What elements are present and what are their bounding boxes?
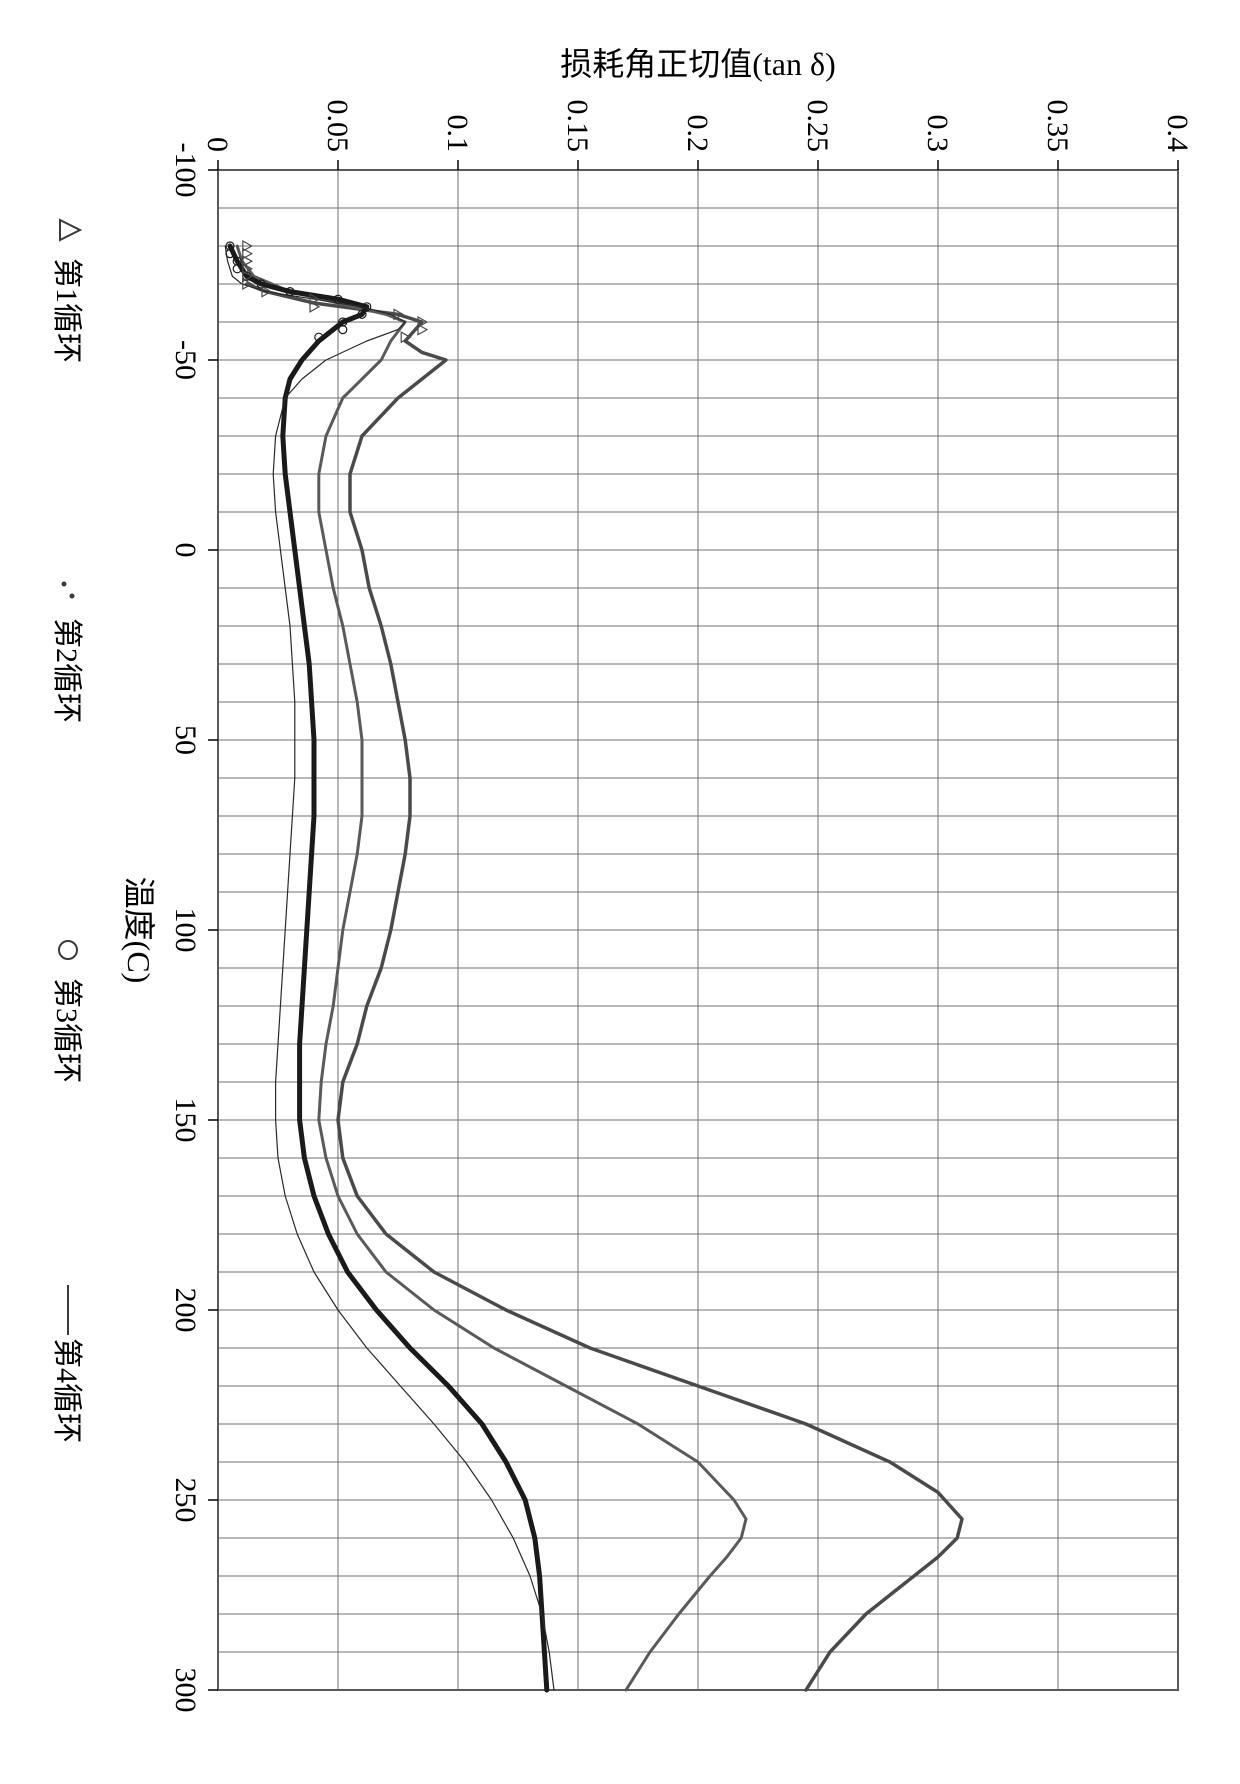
svg-text:0.35: 0.35 xyxy=(1041,100,1074,153)
svg-text:0.05: 0.05 xyxy=(321,100,354,153)
legend-label: 第4循环 xyxy=(50,1338,83,1443)
svg-text:0.2: 0.2 xyxy=(681,115,714,153)
x-axis-label: 温度(C) xyxy=(121,877,157,984)
svg-text:0.25: 0.25 xyxy=(801,100,834,153)
legend-label: 第3循环 xyxy=(50,978,83,1083)
svg-text:50: 50 xyxy=(169,725,202,755)
svg-text:0.3: 0.3 xyxy=(921,115,954,153)
y-axis-label: 损耗角正切值(tan δ) xyxy=(560,46,836,82)
svg-text:0.15: 0.15 xyxy=(561,100,594,153)
svg-text:0: 0 xyxy=(201,137,234,152)
svg-text:250: 250 xyxy=(169,1478,202,1523)
legend-marker-circle xyxy=(59,941,77,959)
svg-text:200: 200 xyxy=(169,1288,202,1333)
tan-delta-vs-temperature-chart: -100 -50 0 50 100 150 200 250 300 温度(C) 0 0.05 0.1 0.… xyxy=(0,0,1240,1784)
svg-text:0.1: 0.1 xyxy=(441,115,474,153)
svg-text:-50: -50 xyxy=(169,340,202,380)
svg-text:100: 100 xyxy=(169,908,202,953)
svg-text:-100: -100 xyxy=(169,143,202,198)
legend-label: 第2循环 xyxy=(50,618,83,723)
legend: 第1循环第2循环第3循环第4循环 xyxy=(50,220,83,1443)
legend-marker-triangle xyxy=(60,220,80,240)
svg-text:0.4: 0.4 xyxy=(1161,115,1194,153)
svg-text:0: 0 xyxy=(169,543,202,558)
svg-text:300: 300 xyxy=(169,1668,202,1713)
legend-label: 第1循环 xyxy=(50,258,83,363)
svg-text:150: 150 xyxy=(169,1098,202,1143)
legend-marker-dot xyxy=(62,582,67,587)
